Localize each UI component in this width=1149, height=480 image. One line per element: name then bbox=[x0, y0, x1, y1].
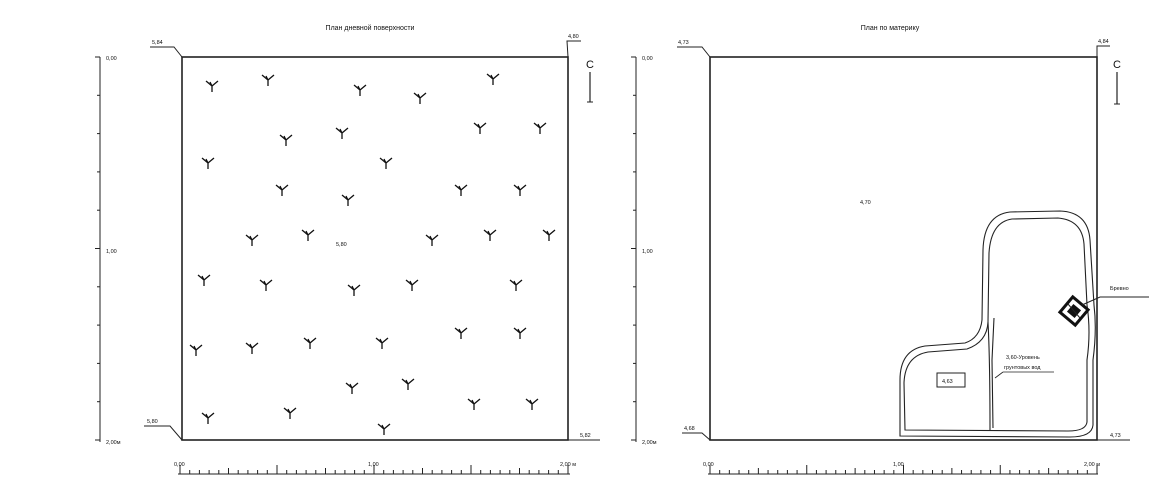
right-plan-title: План по материку bbox=[861, 25, 920, 32]
left-corner-label-br: 5,82 bbox=[580, 433, 591, 439]
grass-tuft-icon bbox=[513, 184, 527, 196]
grass-tuft-icon bbox=[401, 378, 415, 390]
right-horizontal-scale bbox=[708, 465, 1098, 475]
grass-tuft-icon bbox=[245, 234, 259, 246]
grass-tuft-icon bbox=[353, 84, 367, 96]
right-y-tick-2: 2,00м bbox=[642, 440, 657, 446]
right-surface-mark: 4,70 bbox=[860, 200, 871, 206]
right-plan: План по материку 4,73 4,84 4,68 4,73 4,7… bbox=[631, 25, 1149, 475]
left-plan-frame bbox=[181, 56, 569, 441]
grass-tuft-icon bbox=[261, 74, 275, 86]
grass-tuft-icon bbox=[473, 122, 487, 134]
pit-inner-wall bbox=[991, 317, 995, 429]
left-y-tick-0: 0,00 bbox=[106, 56, 117, 62]
log-label: Бревно bbox=[1110, 286, 1129, 292]
grass-tuft-icon bbox=[345, 382, 359, 394]
left-corner-leader-bl bbox=[144, 425, 183, 441]
left-plan: План дневной поверхности 5,84 4,80 5,80 … bbox=[95, 24, 600, 475]
left-vertical-scale bbox=[95, 56, 101, 442]
grass-tuft-icon bbox=[483, 229, 497, 241]
right-x-tick-2: 2,00 м bbox=[1084, 462, 1100, 468]
left-y-tick-1: 1,00 bbox=[106, 249, 117, 255]
left-x-tick-0: 0,00 bbox=[174, 462, 185, 468]
pit-inner-wall-2 bbox=[987, 321, 991, 431]
grass-tuft-icon bbox=[542, 229, 556, 241]
grass-tuft-icon bbox=[467, 398, 481, 410]
left-north-arrow: С bbox=[586, 59, 594, 103]
log-leader bbox=[1081, 296, 1149, 306]
grass-tuft-icon bbox=[301, 229, 315, 241]
groundwater-label-line2: грунтовых вод bbox=[1004, 365, 1041, 371]
svg-text:С: С bbox=[586, 59, 594, 71]
groundwater-leader bbox=[994, 371, 1004, 379]
grass-tuft-icon bbox=[341, 194, 355, 206]
grass-tuft-icon bbox=[335, 127, 349, 139]
left-vegetation-layer bbox=[189, 73, 556, 435]
grass-tuft-icon bbox=[454, 327, 468, 339]
left-y-tick-2: 2,00м bbox=[106, 440, 121, 446]
left-corner-label-tl: 5,84 bbox=[152, 40, 163, 46]
grass-tuft-icon bbox=[377, 423, 391, 435]
right-corner-label-br: 4,73 bbox=[1110, 433, 1121, 439]
grass-tuft-icon bbox=[525, 398, 539, 410]
grass-tuft-icon bbox=[197, 274, 211, 286]
right-y-tick-0: 0,00 bbox=[642, 56, 653, 62]
right-plan-frame bbox=[709, 56, 1098, 441]
right-corner-label-tl: 4,73 bbox=[678, 40, 689, 46]
pit-mark-box bbox=[936, 372, 966, 388]
grass-tuft-icon bbox=[259, 279, 273, 291]
grass-tuft-icon bbox=[533, 122, 547, 134]
grass-tuft-icon bbox=[245, 342, 259, 354]
left-corner-label-bl: 5,80 bbox=[147, 419, 158, 425]
svg-text:С: С bbox=[1113, 59, 1121, 71]
grass-tuft-icon bbox=[509, 279, 523, 291]
grass-tuft-icon bbox=[379, 157, 393, 169]
grass-tuft-icon bbox=[375, 337, 389, 349]
right-corner-label-bl: 4,68 bbox=[684, 426, 695, 432]
groundwater-level-label: 3,60-Уровень bbox=[1006, 355, 1040, 361]
pit-outline-outer bbox=[899, 210, 1096, 438]
left-corner-label-tr: 4,80 bbox=[568, 34, 579, 40]
grass-tuft-icon bbox=[189, 344, 203, 356]
left-center-mark: 5,80 bbox=[336, 242, 347, 248]
left-plan-title: План дневной поверхности bbox=[326, 24, 415, 32]
grass-tuft-icon bbox=[347, 284, 361, 296]
right-x-tick-0: 0,00 bbox=[703, 462, 714, 468]
grass-tuft-icon bbox=[201, 412, 215, 424]
right-x-tick-1: 1,00 bbox=[893, 462, 904, 468]
grass-tuft-icon bbox=[201, 157, 215, 169]
grass-tuft-icon bbox=[205, 80, 219, 92]
grass-tuft-icon bbox=[413, 92, 427, 104]
grass-tuft-icon bbox=[425, 234, 439, 246]
left-x-tick-1: 1,00 bbox=[368, 462, 379, 468]
right-corner-leader-bl bbox=[682, 432, 711, 441]
grass-tuft-icon bbox=[454, 184, 468, 196]
right-corner-leader-tl bbox=[677, 46, 711, 58]
grass-tuft-icon bbox=[279, 134, 293, 146]
grass-tuft-icon bbox=[513, 327, 527, 339]
left-x-tick-2: 2,00 м bbox=[560, 462, 576, 468]
right-corner-leader-tr bbox=[1096, 45, 1110, 57]
log-symbol bbox=[1057, 294, 1091, 328]
right-corner-label-tr: 4,84 bbox=[1098, 39, 1109, 45]
left-horizontal-scale bbox=[178, 465, 570, 475]
grass-tuft-icon bbox=[283, 407, 297, 419]
pit-outline-inner bbox=[903, 217, 1090, 432]
grass-tuft-icon bbox=[303, 337, 317, 349]
grass-tuft-icon bbox=[405, 279, 419, 291]
left-corner-leader-tr bbox=[566, 40, 581, 58]
grass-tuft-icon bbox=[275, 184, 289, 196]
left-corner-leader-tl bbox=[150, 46, 183, 58]
right-vertical-scale bbox=[631, 56, 637, 442]
right-north-arrow: С bbox=[1113, 59, 1121, 105]
right-y-tick-1: 1,00 bbox=[642, 249, 653, 255]
pit-mark: 4,63 bbox=[942, 379, 953, 385]
grass-tuft-icon bbox=[486, 73, 500, 85]
